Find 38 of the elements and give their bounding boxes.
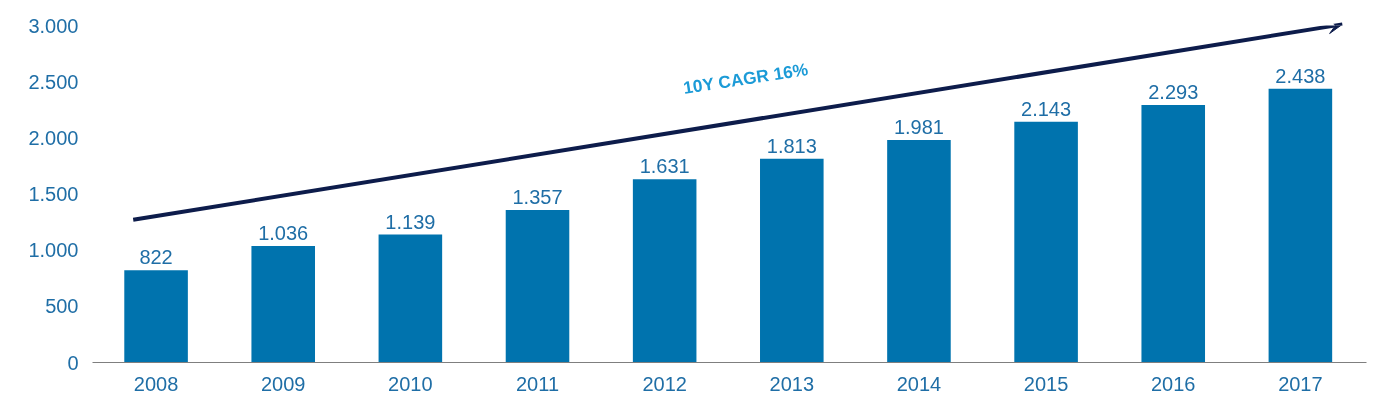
- x-tick-label: 2015: [1023, 372, 1069, 395]
- x-tick-label: 2014: [896, 372, 942, 395]
- y-tick-label: 1.000: [28, 239, 79, 262]
- bar: [251, 246, 316, 363]
- bar: [378, 234, 443, 363]
- y-tick-label: 2.500: [28, 70, 79, 93]
- bar: [124, 270, 188, 363]
- x-tick-label: 2010: [388, 372, 433, 395]
- data-label: 1.357: [512, 186, 563, 209]
- data-label: 1.813: [766, 134, 817, 157]
- x-tick-label: 2016: [1150, 372, 1196, 395]
- bar: [1268, 88, 1333, 363]
- y-tick-label: 500: [45, 295, 79, 318]
- x-tick-label: 2009: [260, 372, 306, 395]
- y-tick-label: 3.000: [28, 14, 79, 37]
- data-label: 2.438: [1275, 64, 1326, 87]
- bar: [887, 139, 951, 363]
- x-tick-label: 2011: [516, 372, 560, 395]
- data-label: 1.036: [258, 222, 309, 245]
- x-tick-label: 2017: [1278, 372, 1323, 395]
- data-label: 1.631: [639, 155, 690, 178]
- y-tick-label: 2.000: [28, 126, 79, 149]
- y-tick-label: 1.500: [28, 183, 79, 205]
- data-label: 2.143: [1021, 97, 1072, 120]
- x-tick-label: 2008: [133, 372, 179, 395]
- bar: [505, 210, 570, 363]
- bar: [760, 158, 824, 363]
- data-label: 1.139: [385, 210, 436, 233]
- y-tick-label: 0: [67, 351, 79, 374]
- data-label: 1.981: [893, 115, 944, 138]
- bar: [1014, 121, 1078, 363]
- data-label: 2.293: [1148, 80, 1199, 103]
- annotation: 10Y CAGR 16%: [681, 59, 810, 98]
- x-tick-label: 2012: [642, 372, 687, 395]
- bar: [632, 179, 697, 363]
- bar: [1141, 104, 1206, 363]
- x-tick-label: 2013: [769, 372, 815, 395]
- data-label: 822: [139, 246, 173, 269]
